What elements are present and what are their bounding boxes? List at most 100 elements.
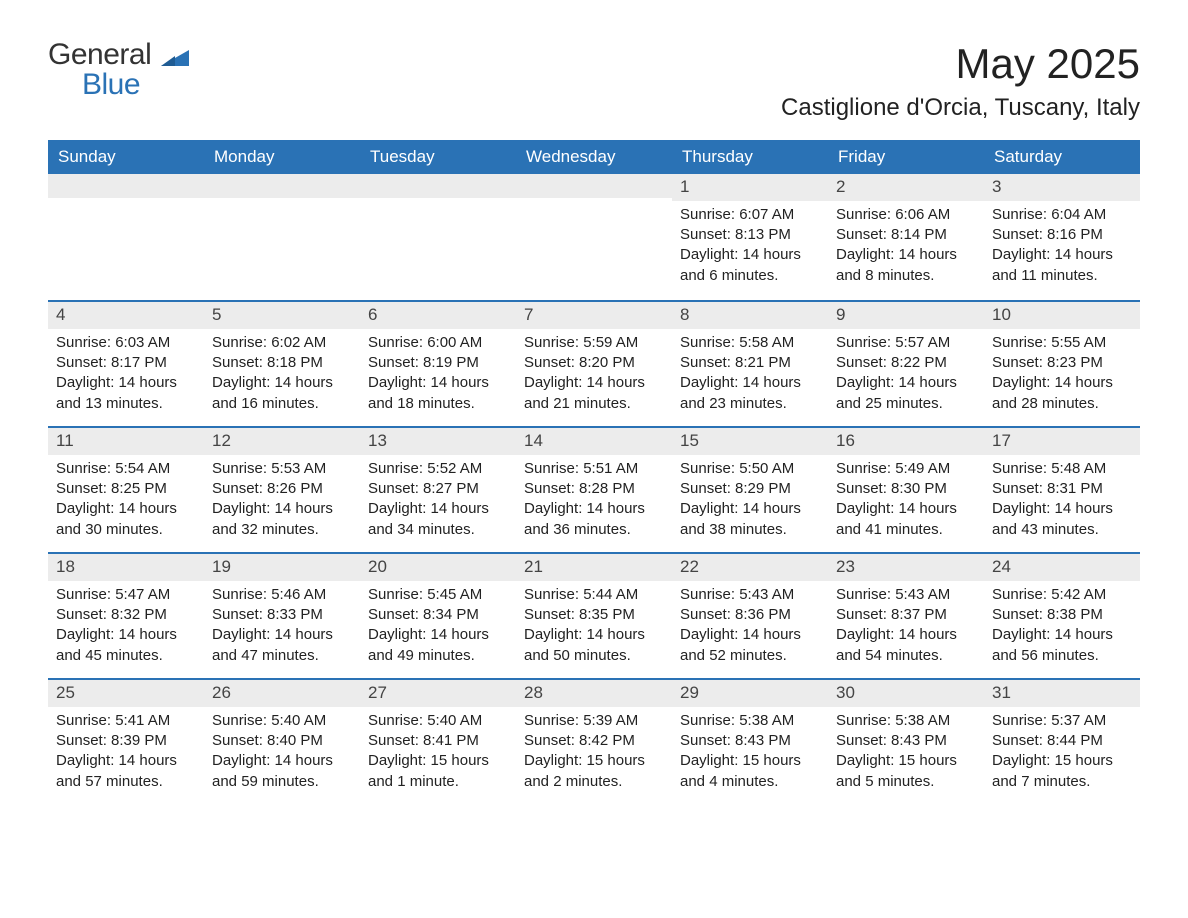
day-number: 15 xyxy=(672,428,828,455)
daylight-line: Daylight: 14 hours and 21 minutes. xyxy=(524,373,664,414)
sunrise-line: Sunrise: 5:43 AM xyxy=(680,585,820,605)
day-number: 11 xyxy=(48,428,204,455)
title-block: May 2025 Castiglione d'Orcia, Tuscany, I… xyxy=(781,40,1140,122)
sunset-line: Sunset: 8:39 PM xyxy=(56,731,196,751)
weekday-header: Wednesday xyxy=(516,140,672,174)
day-body: Sunrise: 5:49 AMSunset: 8:30 PMDaylight:… xyxy=(828,455,984,550)
day-number: 28 xyxy=(516,680,672,707)
sunset-line: Sunset: 8:22 PM xyxy=(836,353,976,373)
calendar-cell: 8Sunrise: 5:58 AMSunset: 8:21 PMDaylight… xyxy=(672,302,828,426)
sunset-line: Sunset: 8:28 PM xyxy=(524,479,664,499)
calendar-cell xyxy=(204,174,360,300)
sunrise-line: Sunrise: 5:49 AM xyxy=(836,459,976,479)
day-body: Sunrise: 5:38 AMSunset: 8:43 PMDaylight:… xyxy=(672,707,828,802)
day-number: 29 xyxy=(672,680,828,707)
calendar-week: 18Sunrise: 5:47 AMSunset: 8:32 PMDayligh… xyxy=(48,552,1140,678)
daylight-line: Daylight: 14 hours and 6 minutes. xyxy=(680,245,820,286)
calendar-cell: 21Sunrise: 5:44 AMSunset: 8:35 PMDayligh… xyxy=(516,554,672,678)
day-number xyxy=(360,174,516,198)
day-body: Sunrise: 5:37 AMSunset: 8:44 PMDaylight:… xyxy=(984,707,1140,802)
brand-general: General xyxy=(48,38,151,71)
sunset-line: Sunset: 8:41 PM xyxy=(368,731,508,751)
day-number: 14 xyxy=(516,428,672,455)
sunset-line: Sunset: 8:33 PM xyxy=(212,605,352,625)
day-body: Sunrise: 5:43 AMSunset: 8:37 PMDaylight:… xyxy=(828,581,984,676)
daylight-line: Daylight: 14 hours and 30 minutes. xyxy=(56,499,196,540)
daylight-line: Daylight: 14 hours and 41 minutes. xyxy=(836,499,976,540)
calendar-cell: 30 Sunrise: 5:38 AMSunset: 8:43 PMDayligh… xyxy=(828,680,984,804)
day-number: 12 xyxy=(204,428,360,455)
sunrise-line: Sunrise: 5:42 AM xyxy=(992,585,1132,605)
daylight-line: Daylight: 15 hours and 2 minutes. xyxy=(524,751,664,792)
calendar-week: 4Sunrise: 6:03 AMSunset: 8:17 PMDaylight… xyxy=(48,300,1140,426)
sunset-line: Sunset: 8:30 PM xyxy=(836,479,976,499)
sunset-line: Sunset: 8:38 PM xyxy=(992,605,1132,625)
day-number: 4 xyxy=(48,302,204,329)
sunrise-line: Sunrise: 5:55 AM xyxy=(992,333,1132,353)
sunrise-line: Sunrise: 5:39 AM xyxy=(524,711,664,731)
sunset-line: Sunset: 8:40 PM xyxy=(212,731,352,751)
day-body: Sunrise: 5:43 AMSunset: 8:36 PMDaylight:… xyxy=(672,581,828,676)
sunset-line: Sunset: 8:31 PM xyxy=(992,479,1132,499)
calendar-cell: 16Sunrise: 5:49 AMSunset: 8:30 PMDayligh… xyxy=(828,428,984,552)
calendar-cell: 13Sunrise: 5:52 AMSunset: 8:27 PMDayligh… xyxy=(360,428,516,552)
calendar-cell: 23Sunrise: 5:43 AMSunset: 8:37 PMDayligh… xyxy=(828,554,984,678)
day-number: 2 xyxy=(828,174,984,201)
day-number: 27 xyxy=(360,680,516,707)
calendar-cell xyxy=(48,174,204,300)
weekday-header: Tuesday xyxy=(360,140,516,174)
sunrise-line: Sunrise: 5:40 AM xyxy=(212,711,352,731)
day-number: 20 xyxy=(360,554,516,581)
sunset-line: Sunset: 8:27 PM xyxy=(368,479,508,499)
calendar: SundayMondayTuesdayWednesdayThursdayFrid… xyxy=(48,140,1140,804)
calendar-cell: 19Sunrise: 5:46 AMSunset: 8:33 PMDayligh… xyxy=(204,554,360,678)
calendar-week: 25Sunrise: 5:41 AMSunset: 8:39 PMDayligh… xyxy=(48,678,1140,804)
brand-blue: Blue xyxy=(82,70,189,100)
sunrise-line: Sunrise: 5:38 AM xyxy=(836,711,976,731)
sunrise-line: Sunrise: 5:47 AM xyxy=(56,585,196,605)
calendar-cell: 6Sunrise: 6:00 AMSunset: 8:19 PMDaylight… xyxy=(360,302,516,426)
day-number: 6 xyxy=(360,302,516,329)
day-body: Sunrise: 6:06 AMSunset: 8:14 PMDaylight:… xyxy=(828,201,984,296)
daylight-line: Daylight: 14 hours and 11 minutes. xyxy=(992,245,1132,286)
day-number xyxy=(516,174,672,198)
day-body: Sunrise: 5:46 AMSunset: 8:33 PMDaylight:… xyxy=(204,581,360,676)
sunset-line: Sunset: 8:43 PM xyxy=(836,731,976,751)
day-number xyxy=(48,174,204,198)
sunset-line: Sunset: 8:18 PM xyxy=(212,353,352,373)
day-number: 18 xyxy=(48,554,204,581)
sunrise-line: Sunrise: 5:52 AM xyxy=(368,459,508,479)
calendar-cell: 12Sunrise: 5:53 AMSunset: 8:26 PMDayligh… xyxy=(204,428,360,552)
daylight-line: Daylight: 14 hours and 45 minutes. xyxy=(56,625,196,666)
sunrise-line: Sunrise: 5:51 AM xyxy=(524,459,664,479)
sunrise-line: Sunrise: 5:54 AM xyxy=(56,459,196,479)
daylight-line: Daylight: 14 hours and 57 minutes. xyxy=(56,751,196,792)
sunset-line: Sunset: 8:21 PM xyxy=(680,353,820,373)
daylight-line: Daylight: 14 hours and 49 minutes. xyxy=(368,625,508,666)
day-body: Sunrise: 6:07 AMSunset: 8:13 PMDaylight:… xyxy=(672,201,828,296)
daylight-line: Daylight: 14 hours and 8 minutes. xyxy=(836,245,976,286)
daylight-line: Daylight: 14 hours and 59 minutes. xyxy=(212,751,352,792)
calendar-cell: 31Sunrise: 5:37 AMSunset: 8:44 PMDayligh… xyxy=(984,680,1140,804)
weekday-header: Monday xyxy=(204,140,360,174)
daylight-line: Daylight: 15 hours and 7 minutes. xyxy=(992,751,1132,792)
daylight-line: Daylight: 14 hours and 13 minutes. xyxy=(56,373,196,414)
day-body: Sunrise: 5:58 AMSunset: 8:21 PMDaylight:… xyxy=(672,329,828,424)
sunrise-line: Sunrise: 5:40 AM xyxy=(368,711,508,731)
daylight-line: Daylight: 14 hours and 36 minutes. xyxy=(524,499,664,540)
sunset-line: Sunset: 8:44 PM xyxy=(992,731,1132,751)
daylight-line: Daylight: 14 hours and 47 minutes. xyxy=(212,625,352,666)
sunset-line: Sunset: 8:42 PM xyxy=(524,731,664,751)
day-number: 30 xyxy=(828,680,984,707)
sunrise-line: Sunrise: 6:02 AM xyxy=(212,333,352,353)
calendar-cell: 26Sunrise: 5:40 AMSunset: 8:40 PMDayligh… xyxy=(204,680,360,804)
daylight-line: Daylight: 14 hours and 54 minutes. xyxy=(836,625,976,666)
calendar-cell: 27Sunrise: 5:40 AMSunset: 8:41 PMDayligh… xyxy=(360,680,516,804)
sunset-line: Sunset: 8:25 PM xyxy=(56,479,196,499)
sunset-line: Sunset: 8:23 PM xyxy=(992,353,1132,373)
calendar-cell: 18Sunrise: 5:47 AMSunset: 8:32 PMDayligh… xyxy=(48,554,204,678)
daylight-line: Daylight: 15 hours and 5 minutes. xyxy=(836,751,976,792)
day-body: Sunrise: 5:40 AMSunset: 8:41 PMDaylight:… xyxy=(360,707,516,802)
daylight-line: Daylight: 14 hours and 16 minutes. xyxy=(212,373,352,414)
day-number: 7 xyxy=(516,302,672,329)
